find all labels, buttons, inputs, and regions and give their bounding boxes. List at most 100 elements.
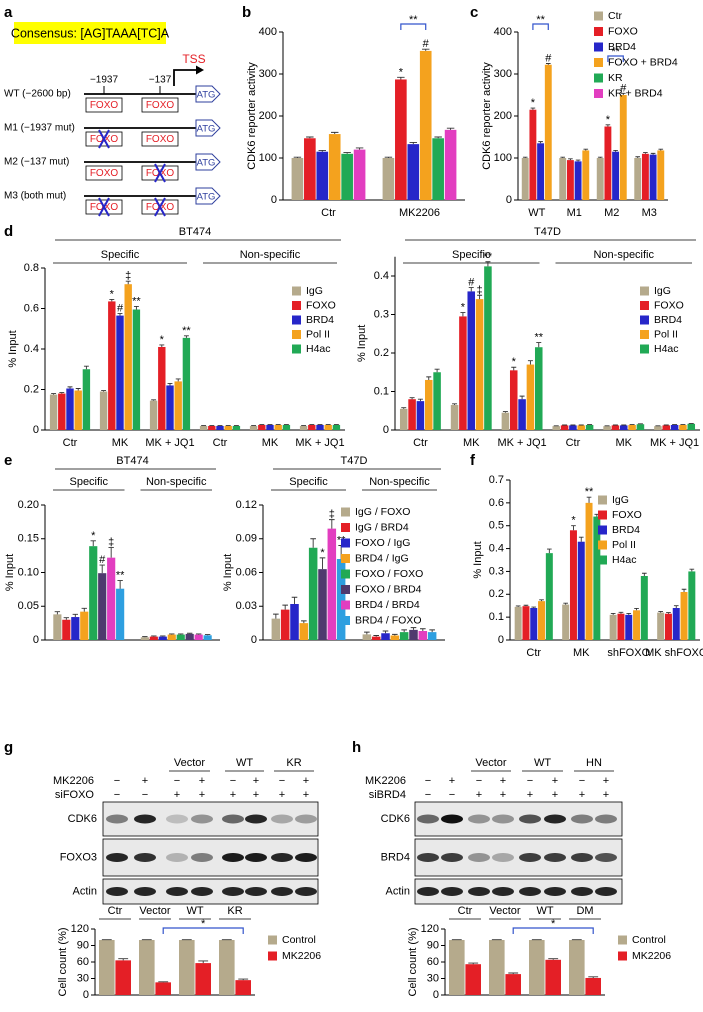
error-bar (151, 635, 157, 637)
bar (509, 370, 518, 430)
blot-sign: + (253, 789, 259, 801)
y-tick-label: 0.6 (489, 497, 504, 509)
blot-sign: + (279, 789, 285, 801)
bar (450, 404, 459, 430)
y-tick-label: 0.3 (374, 308, 389, 320)
legend-label: MK2206 (632, 950, 671, 962)
blot-sign: − (476, 775, 482, 787)
blot-band (468, 814, 490, 824)
bar (115, 960, 131, 995)
legend-swatch (640, 315, 649, 325)
bar (390, 635, 400, 640)
blot-sign: − (425, 789, 431, 801)
error-bar (417, 398, 423, 402)
blot-band (492, 887, 514, 896)
significance-mark: * (91, 530, 96, 542)
error-bar (508, 972, 519, 975)
bar (353, 149, 366, 200)
error-bar (75, 388, 81, 391)
bar (98, 573, 107, 640)
error-bar (536, 342, 542, 348)
bar (291, 158, 304, 200)
bar (316, 424, 324, 430)
legend-swatch (640, 330, 649, 339)
blot-band (134, 887, 156, 896)
chart-title: BT474 (116, 455, 148, 467)
legend-swatch (292, 301, 301, 310)
error-bar (519, 395, 525, 400)
error-bar (477, 294, 483, 300)
bar (432, 138, 444, 200)
error-bar (560, 156, 566, 158)
error-bar (620, 92, 626, 95)
bar (459, 316, 467, 430)
error-bar (175, 378, 181, 382)
y-tick-label: 60 (77, 956, 89, 968)
error-bar (364, 631, 370, 635)
y-tick-label: 0.10 (18, 566, 39, 578)
error-bar (160, 635, 166, 637)
bar (569, 425, 577, 430)
bar (158, 636, 167, 640)
blot-band (295, 814, 317, 824)
category-label: WT (186, 905, 203, 917)
blot-sign: + (552, 789, 558, 801)
bar (166, 385, 174, 430)
blot-band (468, 887, 490, 896)
significance-mark: * (512, 356, 517, 368)
comparison-label: * (201, 918, 206, 930)
y-tick-label: 0.3 (489, 565, 504, 577)
legend-label: H4ac (306, 343, 331, 355)
legend-label: IgG (612, 494, 629, 506)
y-tick-label: 0.1 (489, 611, 504, 623)
atg-label: ATG (197, 90, 216, 101)
y-tick-label: 30 (427, 972, 439, 984)
error-bar (643, 152, 648, 154)
legend-swatch (598, 555, 607, 565)
x-tick-label: MK + JQ1 (295, 437, 344, 449)
foxo-box (85, 97, 123, 113)
legend-label: FOXO (612, 509, 642, 521)
bar (501, 412, 510, 430)
bar (596, 158, 604, 200)
bar (577, 541, 585, 640)
comparison-label: ** (409, 14, 418, 26)
legend-label: KR (608, 72, 623, 84)
y-tick-label: 0.15 (18, 533, 39, 545)
error-bar (401, 407, 407, 409)
significance-mark: # (620, 82, 627, 94)
error-bar (539, 599, 544, 602)
bar (408, 399, 416, 430)
bar (99, 940, 115, 995)
blot-sign: + (476, 789, 482, 801)
error-bar (118, 958, 129, 961)
bar (577, 425, 586, 430)
legend-swatch (292, 344, 301, 354)
error-bar (546, 548, 552, 554)
x-tick-label: MK2206 (399, 207, 440, 219)
bar (687, 423, 696, 430)
error-bar (151, 399, 157, 401)
blot-band (441, 853, 463, 862)
y-tick-label: 0 (498, 634, 504, 646)
bar (582, 150, 590, 200)
y-tick-label: 0.1 (374, 385, 389, 397)
bar (203, 635, 212, 640)
error-bar (586, 496, 592, 503)
bar (449, 940, 465, 995)
blot-sign: + (500, 775, 506, 787)
bar (649, 154, 657, 200)
bar (107, 557, 116, 640)
blot-band (417, 814, 439, 824)
blot-band (571, 887, 593, 896)
bar (574, 161, 582, 200)
bar (328, 134, 341, 200)
blot-band (441, 887, 463, 896)
error-bar (117, 580, 123, 589)
bar (399, 632, 409, 640)
bar (529, 109, 537, 200)
blot-band (519, 853, 541, 862)
legend-label: Pol II (654, 328, 678, 340)
error-bar (409, 142, 418, 145)
